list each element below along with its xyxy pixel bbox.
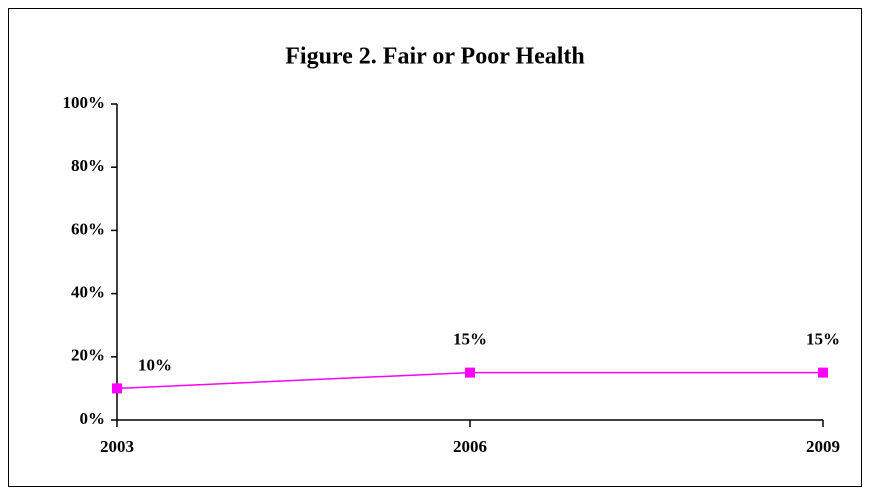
x-tick-label: 2003 bbox=[100, 437, 134, 456]
chart-title: Figure 2. Fair or Poor Health bbox=[285, 44, 585, 70]
x-tick-label: 2006 bbox=[453, 437, 487, 456]
y-tick-label: 20% bbox=[71, 346, 105, 365]
y-tick-label: 0% bbox=[80, 409, 106, 428]
data-marker bbox=[465, 367, 475, 378]
data-label: 10% bbox=[138, 355, 172, 374]
data-label: 15% bbox=[806, 330, 840, 349]
x-tick-label: 2009 bbox=[806, 437, 840, 456]
y-tick-label: 40% bbox=[71, 283, 105, 302]
data-label: 15% bbox=[453, 330, 487, 349]
data-marker bbox=[818, 367, 828, 378]
data-marker bbox=[112, 383, 122, 394]
y-tick-label: 100% bbox=[63, 93, 106, 112]
chart-frame bbox=[8, 8, 862, 487]
y-tick-label: 80% bbox=[71, 156, 105, 175]
y-tick-label: 60% bbox=[71, 219, 105, 238]
